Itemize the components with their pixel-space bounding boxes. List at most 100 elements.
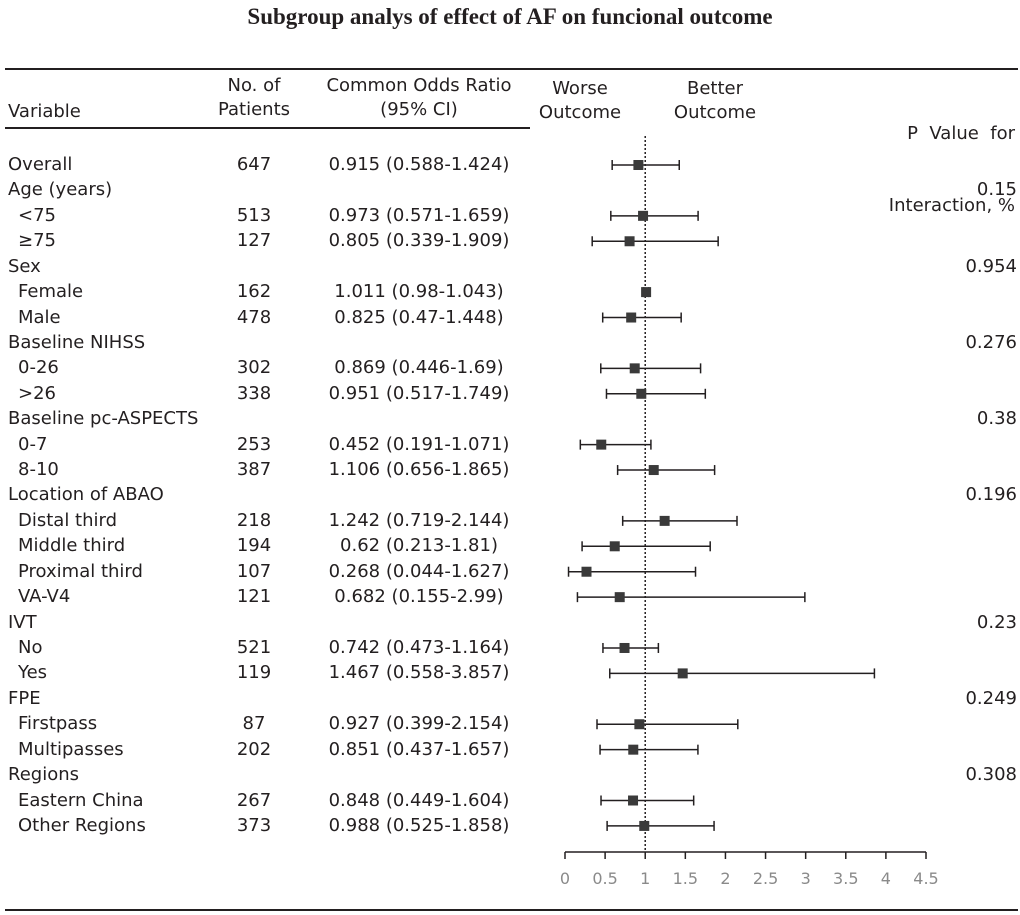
odds-ratio-point — [609, 541, 620, 552]
forest-row-mark — [606, 820, 715, 831]
odds-ratio-point — [677, 668, 688, 679]
row-p-value: 0.276 — [965, 331, 1017, 353]
odds-ratio-point — [633, 160, 644, 170]
odds-ratio-point — [628, 744, 639, 755]
odds-ratio-point — [624, 236, 635, 247]
row-label: 0-7 — [18, 433, 48, 455]
header-worse-line2: Outcome — [538, 102, 622, 123]
row-label: Female — [18, 281, 84, 303]
x-tick-label: 0 — [560, 869, 570, 888]
header-patients-line2: Patients — [217, 99, 291, 120]
odds-ratio-point — [634, 719, 645, 730]
row-patients: 87 — [242, 713, 266, 735]
header-patients-line1: No. of — [227, 75, 281, 96]
row-label: Multipasses — [18, 738, 124, 760]
header-p-value: P Value for Interaction, % — [889, 74, 1015, 242]
row-label: VA-V4 — [18, 586, 71, 608]
row-odds-ratio: 0.869 (0.446-1.69) — [334, 357, 504, 379]
bottom-rule — [5, 909, 1018, 911]
forest-row-mark — [596, 719, 739, 730]
row-odds-ratio: 0.951 (0.517-1.749) — [328, 382, 510, 404]
header-better-line2: Outcome — [673, 102, 757, 123]
row-patients: 253 — [236, 433, 272, 455]
row-odds-ratio: 0.988 (0.525-1.858) — [328, 814, 510, 836]
row-p-value: 0.308 — [965, 764, 1017, 786]
row-odds-ratio: 0.915 (0.588-1.424) — [328, 154, 510, 175]
forest-row-mark — [616, 465, 716, 476]
row-label: Distal third — [18, 509, 118, 531]
row-odds-ratio: 0.742 (0.473-1.164) — [328, 636, 510, 658]
forest-row-mark — [609, 668, 876, 679]
row-label: Age (years) — [8, 179, 113, 201]
row-odds-ratio: 0.851 (0.437-1.657) — [328, 738, 510, 760]
row-p-value: 0.38 — [976, 408, 1017, 430]
row-patients: 202 — [236, 738, 272, 760]
row-patients: 194 — [236, 535, 272, 557]
odds-ratio-point — [628, 795, 639, 806]
row-odds-ratio: 1.467 (0.558-3.857) — [328, 662, 510, 684]
row-label: Baseline pc-ASPECTS — [8, 408, 199, 430]
forest-row-mark — [610, 210, 699, 221]
row-patients: 387 — [236, 459, 272, 481]
row-p-value: 0.196 — [965, 484, 1017, 506]
odds-ratio-point — [596, 439, 607, 450]
odds-ratio-point — [636, 388, 647, 399]
row-label: >26 — [18, 382, 56, 404]
odds-ratio-point — [659, 515, 670, 526]
row-label: 8-10 — [18, 459, 59, 481]
row-odds-ratio: 0.452 (0.191-1.071) — [328, 433, 510, 455]
x-tick-label: 4 — [881, 869, 891, 888]
row-label: Overall — [8, 154, 73, 175]
row-patients: 338 — [236, 382, 272, 404]
row-label: Location of ABAO — [8, 484, 164, 506]
x-tick-label: 3 — [801, 869, 811, 888]
row-label: Yes — [18, 662, 48, 684]
forest-row-mark — [591, 236, 719, 247]
row-label: <75 — [18, 204, 56, 226]
x-tick-label: 0.5 — [592, 869, 617, 888]
row-p-value: 0.23 — [976, 611, 1017, 633]
row-patients: 107 — [236, 560, 272, 582]
forest-row-mark — [601, 312, 682, 323]
row-label: Firstpass — [18, 713, 98, 735]
row-label: Middle third — [18, 535, 126, 557]
row-patients: 218 — [236, 509, 272, 531]
header-better-outcome: Better Outcome — [660, 77, 770, 125]
row-patients: 373 — [236, 814, 272, 836]
top-rule — [5, 68, 1018, 70]
forest-row-mark — [579, 439, 652, 450]
row-p-value: 0.954 — [965, 255, 1017, 277]
row-patients: 127 — [236, 230, 272, 252]
row-p-value: 0.249 — [965, 687, 1017, 709]
row-odds-ratio: 0.848 (0.449-1.604) — [328, 789, 510, 811]
row-label: IVT — [8, 611, 37, 633]
row-label: 0-26 — [18, 357, 59, 379]
chart-title: Subgroup analys of effect of AF on funci… — [247, 4, 773, 29]
row-odds-ratio: 1.242 (0.719-2.144) — [328, 509, 510, 531]
row-patients: 119 — [236, 662, 272, 684]
row-label: FPE — [8, 687, 41, 709]
row-odds-ratio: 0.62 (0.213-1.81) — [340, 535, 498, 557]
x-tick-label: 3.5 — [833, 869, 858, 888]
x-tick-label: 1.5 — [673, 869, 698, 888]
odds-ratio-point — [648, 465, 659, 476]
row-patients: 267 — [236, 789, 272, 811]
row-odds-ratio: 1.106 (0.656-1.865) — [328, 459, 510, 481]
row-label: Eastern China — [18, 789, 144, 811]
header-variable: Variable — [8, 101, 81, 122]
header-odds-ratio: Common Odds Ratio (95% CI) — [310, 74, 528, 122]
odds-ratio-point — [619, 642, 630, 653]
odds-ratio-point — [641, 287, 652, 298]
forest-row-mark — [611, 160, 680, 170]
row-patients: 302 — [236, 357, 272, 379]
row-patients: 647 — [236, 154, 272, 175]
odds-ratio-point — [626, 312, 637, 323]
header-or-line2: (95% CI) — [380, 99, 458, 120]
odds-ratio-point — [629, 363, 640, 374]
forest-row-mark — [600, 363, 702, 374]
row-patients: 478 — [236, 306, 272, 328]
forest-row-mark — [641, 287, 652, 298]
forest-row-mark — [605, 388, 707, 399]
row-patients: 162 — [236, 281, 272, 303]
